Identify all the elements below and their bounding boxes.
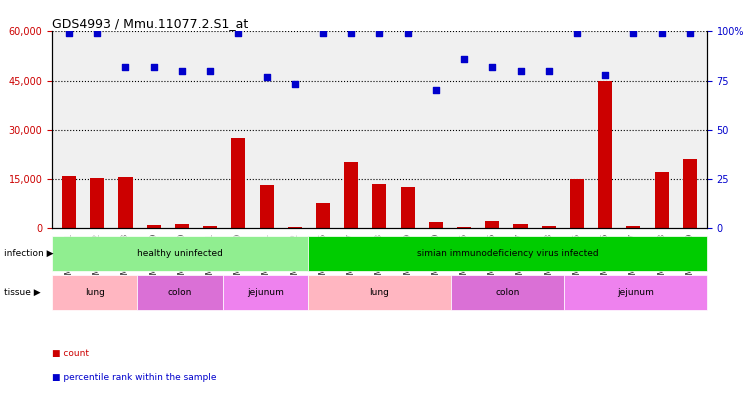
- Point: [63, 30, 75, 37]
- Text: colon: colon: [168, 288, 193, 297]
- Point: [176, 68, 187, 74]
- Point: [148, 64, 160, 70]
- Bar: [655, 172, 669, 228]
- Text: GDS4993 / Mmu.11077.2.S1_at: GDS4993 / Mmu.11077.2.S1_at: [52, 17, 248, 30]
- Bar: [316, 204, 330, 228]
- Text: lung: lung: [370, 288, 389, 297]
- Point: [92, 30, 103, 37]
- Point: [289, 81, 301, 88]
- Bar: [542, 226, 556, 228]
- Text: simian immunodeficiency virus infected: simian immunodeficiency virus infected: [417, 249, 598, 258]
- Point: [627, 30, 639, 37]
- Text: tissue ▶: tissue ▶: [4, 288, 40, 297]
- Bar: [570, 179, 584, 228]
- Point: [571, 30, 583, 37]
- Point: [260, 73, 272, 80]
- Bar: [485, 221, 499, 228]
- Point: [317, 30, 329, 37]
- Point: [345, 30, 357, 37]
- Point: [599, 72, 611, 78]
- Bar: [260, 185, 274, 228]
- Text: jejunum: jejunum: [618, 288, 654, 297]
- Text: healthy uninfected: healthy uninfected: [137, 249, 223, 258]
- Bar: [203, 226, 217, 228]
- Bar: [118, 177, 132, 228]
- Bar: [288, 227, 302, 228]
- Text: colon: colon: [496, 288, 520, 297]
- Bar: [344, 162, 359, 228]
- Text: lung: lung: [85, 288, 105, 297]
- Point: [515, 68, 527, 74]
- Bar: [147, 225, 161, 228]
- Bar: [373, 184, 386, 228]
- Bar: [231, 138, 246, 228]
- Point: [487, 64, 498, 70]
- Point: [543, 68, 555, 74]
- Text: ■ count: ■ count: [52, 349, 89, 358]
- Text: infection ▶: infection ▶: [4, 249, 54, 258]
- Bar: [598, 81, 612, 228]
- Bar: [683, 159, 697, 228]
- Bar: [62, 176, 76, 228]
- Point: [232, 30, 244, 37]
- Bar: [90, 178, 104, 228]
- Bar: [429, 222, 443, 228]
- Point: [655, 30, 667, 37]
- Point: [373, 30, 385, 37]
- Bar: [513, 224, 527, 228]
- Bar: [400, 187, 414, 228]
- Text: ■ percentile rank within the sample: ■ percentile rank within the sample: [52, 373, 217, 382]
- Point: [402, 30, 414, 37]
- Point: [458, 56, 470, 62]
- Bar: [457, 227, 471, 228]
- Point: [204, 68, 216, 74]
- Bar: [175, 224, 189, 228]
- Bar: [626, 226, 641, 228]
- Point: [684, 30, 696, 37]
- Text: jejunum: jejunum: [247, 288, 284, 297]
- Point: [430, 87, 442, 94]
- Point: [120, 64, 132, 70]
